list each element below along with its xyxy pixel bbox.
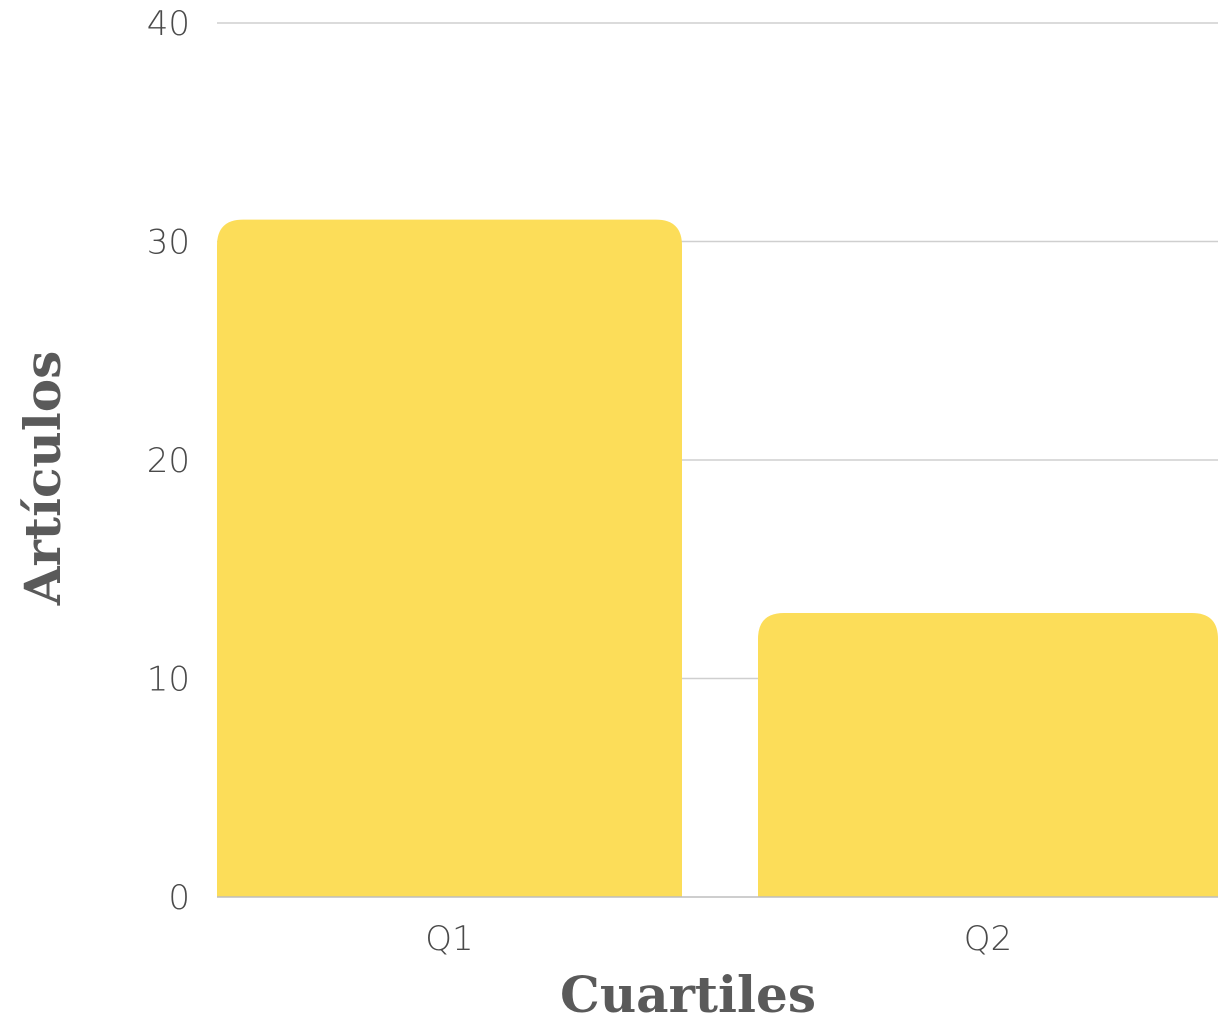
y-axis-title: Artículos — [13, 351, 72, 607]
x-tick-label: Q1 — [425, 919, 473, 959]
y-tick-label: 0 — [168, 878, 190, 918]
y-tick-label: 30 — [147, 223, 190, 263]
y-tick-label: 20 — [147, 441, 190, 481]
x-tick-label: Q2 — [964, 919, 1012, 959]
x-axis-ticks: Q1 Q2 — [425, 919, 1012, 959]
bar-q1 — [217, 219, 682, 897]
bars — [217, 219, 1218, 897]
y-axis-ticks: 0 10 20 30 40 — [147, 4, 190, 918]
bar-q2 — [758, 612, 1218, 897]
x-axis-title: Cuartiles — [560, 965, 816, 1021]
y-tick-label: 40 — [147, 4, 190, 44]
y-tick-label: 10 — [147, 660, 190, 700]
